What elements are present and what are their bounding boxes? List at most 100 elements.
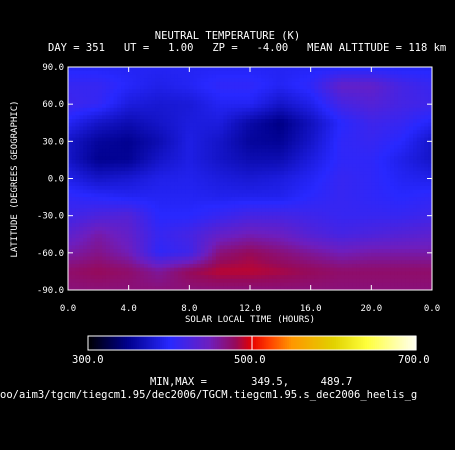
heatmap-cell (147, 249, 153, 254)
heatmap-cell (94, 78, 99, 83)
heatmap-cell (428, 234, 432, 239)
heatmap-cell (352, 193, 357, 198)
heatmap-cell (200, 137, 206, 142)
heatmap-cell (174, 126, 179, 131)
heatmap-cell (132, 107, 137, 113)
heatmap-cell (219, 256, 225, 261)
heatmap-cell (348, 234, 353, 239)
heatmap-cell (356, 130, 361, 135)
heatmap-cell (117, 230, 122, 235)
heatmap-cell (196, 89, 202, 94)
heatmap-cell (424, 152, 429, 157)
heatmap-cell (151, 130, 156, 135)
heatmap-cell (382, 67, 388, 72)
heatmap-cell (409, 185, 414, 191)
heatmap-cell (401, 249, 407, 254)
heatmap-cell (394, 163, 399, 168)
heatmap-cell (159, 130, 164, 135)
heatmap-cell (147, 237, 153, 243)
heatmap-cell (371, 189, 376, 194)
heatmap-cell (227, 174, 232, 180)
heatmap-cell (272, 208, 278, 213)
heatmap-cell (276, 85, 281, 90)
heatmap-cell (196, 133, 202, 139)
heatmap-cell (265, 96, 270, 102)
heatmap-cell (86, 211, 92, 217)
heatmap-cell (117, 189, 122, 194)
heatmap-cell (325, 249, 331, 254)
heatmap-cell (105, 145, 111, 150)
heatmap-cell (272, 241, 278, 246)
heatmap-cell (185, 156, 190, 161)
heatmap-cell (105, 89, 111, 94)
heatmap-cell (314, 145, 319, 150)
heatmap-cell (189, 78, 194, 83)
heatmap-cell (227, 156, 232, 161)
heatmap-cell (409, 200, 414, 206)
heatmap-cell (413, 185, 418, 191)
heatmap-cell (325, 115, 331, 120)
heatmap-cell (409, 137, 414, 142)
heatmap-cell (337, 167, 342, 172)
heatmap-cell (234, 115, 240, 120)
heatmap-cell (261, 141, 266, 146)
heatmap-cell (413, 167, 418, 172)
heatmap-cell (250, 245, 255, 250)
heatmap-cell (272, 100, 278, 105)
heatmap-cell (128, 89, 134, 94)
heatmap-cell (189, 208, 194, 213)
heatmap-cell (159, 67, 164, 72)
heatmap-cell (140, 81, 145, 87)
heatmap-cell (397, 122, 403, 128)
heatmap-cell (140, 67, 145, 72)
heatmap-cell (291, 208, 297, 213)
heatmap-cell (219, 241, 225, 246)
heatmap-cell (356, 204, 361, 209)
heatmap-cell (238, 163, 244, 168)
heatmap-cell (71, 171, 77, 176)
heatmap-cell (162, 174, 168, 180)
heatmap-cell (113, 163, 118, 168)
heatmap-cell (378, 185, 384, 191)
heatmap-cell (79, 223, 84, 228)
heatmap-cell (246, 230, 251, 235)
heatmap-cell (341, 89, 346, 94)
heatmap-cell (268, 137, 274, 142)
heatmap-cell (284, 111, 289, 116)
heatmap-cell (356, 208, 361, 213)
heatmap-cell (238, 219, 244, 224)
heatmap-cell (181, 133, 187, 139)
heatmap-cell (397, 74, 403, 79)
heatmap-cell (113, 241, 118, 246)
heatmap-cell (272, 145, 278, 150)
heatmap-cell (132, 230, 137, 235)
heatmap-cell (231, 223, 236, 228)
heatmap-cell (234, 245, 240, 250)
heatmap-cell (390, 197, 395, 202)
heatmap-cell (295, 223, 300, 228)
heatmap-cell (428, 171, 432, 176)
heatmap-cell (109, 156, 115, 161)
heatmap-cell (428, 137, 432, 142)
heatmap-cell (242, 126, 247, 131)
heatmap-cell (420, 241, 426, 246)
heatmap-cell (196, 81, 202, 87)
heatmap-cell (287, 182, 293, 187)
heatmap-cell (253, 241, 259, 246)
heatmap-cell (219, 211, 225, 217)
heatmap-cell (375, 197, 380, 202)
heatmap-cell (416, 174, 422, 180)
heatmap-cell (147, 215, 153, 220)
heatmap-cell (132, 193, 137, 198)
heatmap-cell (409, 122, 414, 128)
heatmap-cell (287, 230, 293, 235)
heatmap-cell (341, 70, 346, 76)
heatmap-cell (322, 189, 327, 194)
heatmap-cell (113, 96, 118, 102)
heatmap-cell (155, 67, 160, 72)
heatmap-cell (189, 193, 194, 198)
heatmap-cell (420, 156, 426, 161)
heatmap-cell (231, 237, 236, 243)
heatmap-cell (382, 204, 388, 209)
heatmap-cell (109, 122, 115, 128)
